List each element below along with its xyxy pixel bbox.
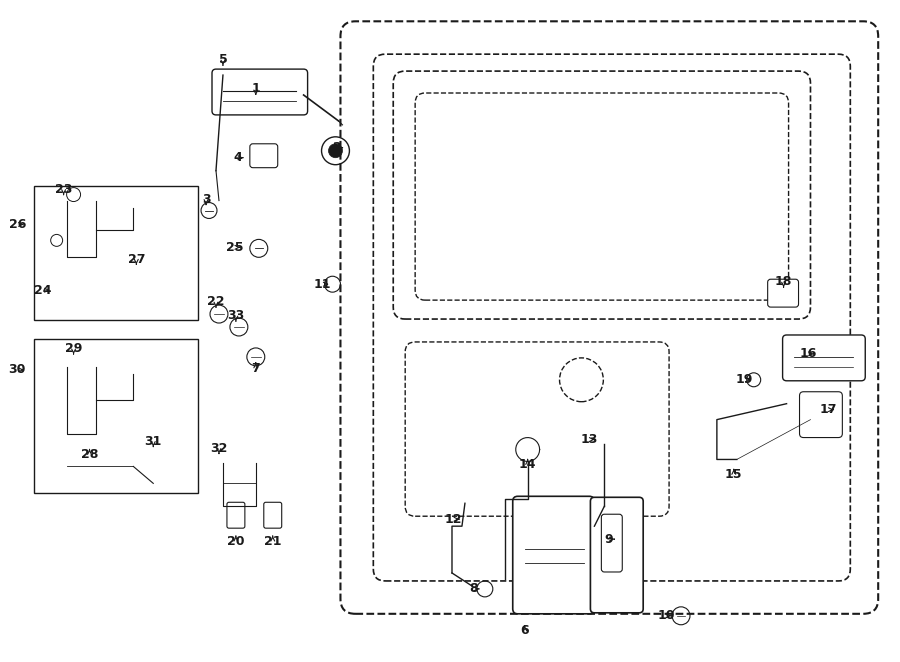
Text: 3: 3 xyxy=(202,193,211,206)
FancyBboxPatch shape xyxy=(250,144,278,167)
Text: 24: 24 xyxy=(34,284,52,297)
Bar xyxy=(34,339,198,493)
FancyBboxPatch shape xyxy=(799,392,842,438)
Text: 25: 25 xyxy=(226,241,243,254)
Text: 14: 14 xyxy=(519,458,536,471)
Text: 32: 32 xyxy=(211,442,228,455)
Text: 29: 29 xyxy=(65,342,82,355)
Text: 21: 21 xyxy=(264,535,282,548)
Circle shape xyxy=(328,144,343,158)
Text: 26: 26 xyxy=(8,218,26,231)
Text: 22: 22 xyxy=(207,295,225,308)
Text: 27: 27 xyxy=(128,253,145,265)
Text: 31: 31 xyxy=(145,435,162,448)
Text: 10: 10 xyxy=(657,609,675,622)
FancyBboxPatch shape xyxy=(227,502,245,528)
Text: 15: 15 xyxy=(725,468,742,481)
Bar xyxy=(34,185,198,320)
Text: 11: 11 xyxy=(313,277,330,291)
Text: 28: 28 xyxy=(81,448,98,461)
Text: 19: 19 xyxy=(735,373,752,387)
Text: 2: 2 xyxy=(333,141,342,154)
Text: 1: 1 xyxy=(251,81,260,95)
Text: 30: 30 xyxy=(8,363,26,376)
FancyBboxPatch shape xyxy=(513,496,594,614)
FancyBboxPatch shape xyxy=(264,502,282,528)
Text: 4: 4 xyxy=(233,151,242,164)
Text: 6: 6 xyxy=(520,624,529,638)
FancyBboxPatch shape xyxy=(768,279,798,307)
FancyBboxPatch shape xyxy=(590,497,643,613)
FancyBboxPatch shape xyxy=(212,69,308,115)
Text: 9: 9 xyxy=(605,533,614,545)
Text: 13: 13 xyxy=(580,433,598,446)
FancyBboxPatch shape xyxy=(601,514,622,572)
Text: 16: 16 xyxy=(799,348,817,360)
FancyBboxPatch shape xyxy=(783,335,865,381)
Text: 23: 23 xyxy=(55,183,72,196)
Text: 17: 17 xyxy=(819,403,837,416)
Text: 8: 8 xyxy=(469,583,478,595)
Text: 12: 12 xyxy=(445,512,463,526)
Text: 20: 20 xyxy=(227,535,245,548)
Text: 18: 18 xyxy=(775,275,792,289)
Text: 5: 5 xyxy=(219,54,228,66)
Text: 7: 7 xyxy=(251,361,260,375)
Text: 33: 33 xyxy=(228,309,245,322)
